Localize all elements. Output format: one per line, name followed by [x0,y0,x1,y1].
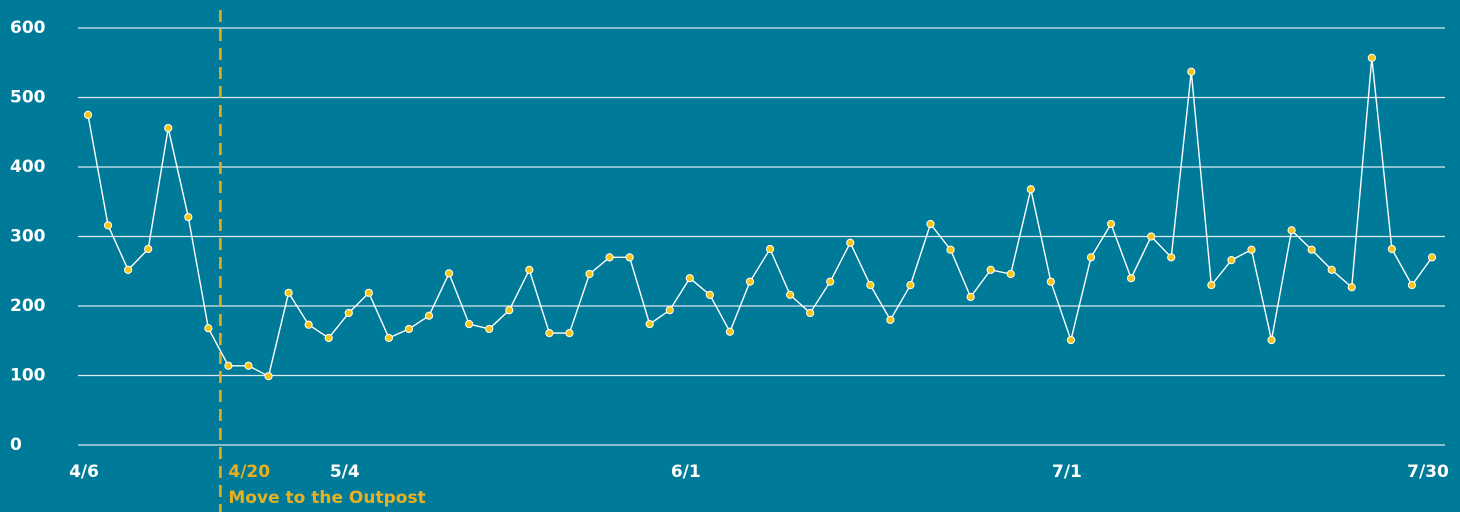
point [946,245,955,254]
point [204,324,213,333]
point [906,281,915,290]
point [284,288,293,297]
point [124,265,133,274]
point [806,308,815,318]
y-tick-label: 200 [10,296,46,316]
point [324,333,333,343]
point [846,238,855,247]
y-tick-label: 300 [10,227,46,247]
point [1287,226,1296,235]
annotation-label: 4/20 [228,462,270,482]
point [1167,253,1176,262]
point [244,361,253,370]
point [1187,67,1196,76]
point [364,288,373,297]
point [565,329,574,338]
point [585,269,594,279]
point [1407,281,1417,290]
point [1307,245,1316,254]
y-tick-label: 0 [10,435,22,455]
point [344,308,353,318]
point [645,319,654,329]
point [465,319,474,329]
x-tick-label: 5/4 [330,462,360,482]
annotation-text: Move to the Outpost [228,488,425,508]
point [1086,253,1096,262]
point [1387,244,1396,254]
point [184,212,193,222]
point [886,315,895,324]
x-tick-label: 7/30 [1407,462,1449,482]
point [1427,253,1437,262]
point [424,311,434,320]
y-tick-label: 400 [10,157,46,177]
x-tick-label: 6/1 [671,462,701,482]
point [1026,185,1035,194]
point [1147,232,1156,241]
point [1267,335,1276,345]
y-tick-label: 500 [10,88,46,108]
point [866,281,875,290]
point [826,277,835,286]
point [1106,219,1116,229]
point [1066,335,1076,345]
point [1127,274,1136,283]
point [404,324,414,334]
point [103,221,113,230]
y-tick-label: 100 [10,366,46,386]
point [1347,283,1356,292]
point [685,274,694,283]
point [444,269,454,278]
point [485,324,494,334]
point [505,306,514,315]
point [304,320,313,329]
point [525,265,534,274]
point [625,253,634,262]
point [926,219,935,229]
point [986,265,995,274]
point [785,290,795,299]
point [545,329,554,338]
point [1247,245,1256,254]
x-tick-label: 7/1 [1052,462,1082,482]
point [605,253,614,262]
point [144,244,153,254]
point [725,327,735,336]
x-tick-label: 4/6 [69,462,99,482]
point [1046,277,1055,286]
point [1327,265,1336,274]
point [164,123,173,133]
point [224,361,233,370]
point [705,290,714,299]
point [1006,269,1015,279]
point [1207,281,1216,290]
point [1227,256,1236,265]
point [264,372,273,381]
point [1367,53,1376,62]
point [765,244,775,254]
point [665,306,674,315]
point [745,277,755,286]
point [966,292,975,302]
y-tick-label: 600 [10,18,46,38]
point [384,333,393,343]
point [83,110,93,119]
